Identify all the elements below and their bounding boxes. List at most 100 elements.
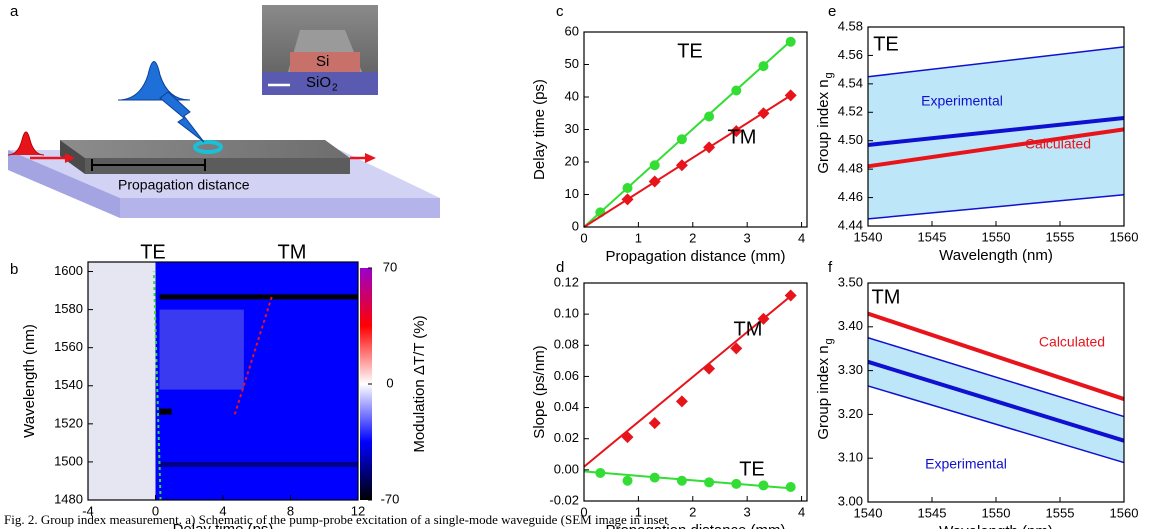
series-label: Experimental (921, 93, 1003, 109)
point (621, 193, 634, 206)
panel: TM TE 0 1 2 3 4 -0.02 0.00 0.02 0.04 0.06 0.08 0.10 0.… (531, 259, 808, 529)
panel-letter: b (10, 261, 18, 278)
point (730, 125, 743, 138)
x-tick-label: 1 (635, 504, 642, 519)
y-tick-label: 3.30 (838, 362, 863, 377)
substrate-front (120, 198, 440, 218)
waveguide-top (60, 140, 350, 158)
tm-guide (233, 295, 273, 415)
panel-letter: a (10, 3, 19, 20)
panel-letter: e (828, 3, 836, 20)
point (757, 107, 770, 120)
point (758, 480, 769, 491)
y-axis-label-subscript: g (823, 72, 835, 78)
panel-letter: c (556, 3, 564, 20)
x-tick-label: 4 (798, 230, 805, 245)
fit-line (583, 37, 795, 228)
y-tick-label: 40 (565, 88, 579, 103)
x-tick-label: 8 (287, 503, 294, 518)
annotation: TM (872, 286, 901, 308)
y-axis-label: Group index n (815, 345, 832, 439)
x-tick-label: 1 (635, 230, 642, 245)
y-tick-label: 1520 (54, 415, 83, 430)
y-tick-label: 3.40 (838, 318, 863, 333)
x-axis-label: Wavelength (nm) (939, 247, 1053, 264)
pump-bolt (159, 91, 205, 143)
distance-label: Propagation distance (118, 177, 250, 193)
y-tick-label: 4.54 (838, 75, 863, 90)
sio2-layer (262, 72, 378, 95)
colorbar-tick-label: -70 (381, 491, 400, 506)
y-tick-label: 0.10 (554, 306, 579, 321)
x-tick-label: 1555 (1046, 229, 1075, 244)
point (648, 175, 661, 188)
band-edge (867, 385, 1125, 464)
pump-spot (193, 140, 223, 154)
y-tick-label: 1480 (54, 491, 83, 506)
x-tick-label: 1555 (1046, 505, 1075, 520)
y-tick-label: 4.58 (838, 18, 863, 33)
point (676, 134, 687, 145)
x-tick-label: 1545 (918, 229, 947, 244)
annotation: TE (140, 241, 166, 263)
y-tick-label: 20 (565, 153, 579, 168)
y-tick-label: 10 (565, 186, 579, 201)
x-tick-label: 2 (689, 230, 696, 245)
axes-frame (583, 282, 808, 502)
plot-area (583, 289, 797, 492)
y-tick-label: 4.48 (838, 161, 863, 176)
panel-letter: f (828, 259, 833, 276)
x-tick-label: 1545 (918, 505, 947, 520)
point (731, 478, 742, 489)
series-label: TE (739, 458, 765, 480)
te-guide (152, 271, 162, 501)
fit-line (583, 92, 794, 228)
annotation: TE (873, 33, 899, 55)
y-tick-label: 60 (565, 23, 579, 38)
y-tick-label: 4.56 (838, 47, 863, 62)
line (867, 115, 1125, 147)
point (730, 342, 743, 355)
panel: Calculated Experimental TM 1540 1545 1550 1555… (815, 259, 1138, 529)
y-axis-label-subscript: g (823, 338, 835, 344)
x-tick-label: 0 (152, 503, 159, 518)
y-tick-label: 4.44 (838, 217, 863, 232)
substrate-side (8, 150, 120, 218)
y-tick-label: -0.02 (549, 492, 579, 507)
y-tick-label: 0.00 (554, 461, 579, 476)
x-tick-label: 3 (744, 504, 751, 519)
x-tick-label: 4 (219, 503, 226, 518)
arrow-head (65, 153, 75, 163)
si-layer (290, 52, 360, 72)
sio2-label: SiO (306, 74, 331, 91)
si-label: Si (316, 53, 329, 70)
x-tick-label: 12 (351, 503, 365, 518)
point (648, 417, 661, 430)
heatmap-region (159, 408, 172, 415)
panel: Experimental Calculated TE 1540 1545 1550 1555… (815, 3, 1138, 264)
band-edge (867, 193, 1125, 220)
point (784, 289, 797, 302)
x-tick-label: 0 (580, 504, 587, 519)
y-tick-label: 30 (565, 121, 579, 136)
panel-letter: d (556, 259, 564, 276)
point (676, 475, 687, 486)
y-tick-label: 3.50 (838, 274, 863, 289)
point (703, 362, 716, 375)
y-tick-label: 3.20 (838, 406, 863, 421)
colorbar-tick-label: 70 (383, 259, 397, 274)
y-axis-label: Delay time (ps) (531, 79, 548, 180)
y-axis-label: Group index n (815, 79, 832, 173)
y-axis-label: Slope (ps/nm) (531, 345, 548, 438)
y-tick-label: 0.06 (554, 368, 579, 383)
series-label: TM (728, 126, 757, 148)
annotation: TM (278, 241, 307, 263)
y-tick-label: 3.10 (838, 450, 863, 465)
sio2-subscript: 2 (332, 83, 338, 94)
plot-area (867, 311, 1125, 464)
y-tick-label: 0.02 (554, 430, 579, 445)
fit-line (583, 293, 795, 468)
heatmap-region (159, 461, 358, 467)
